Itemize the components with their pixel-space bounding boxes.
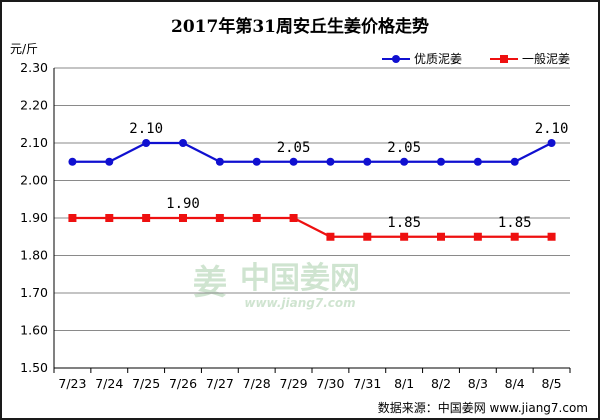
x-tick-label: 8/1 (394, 376, 414, 391)
data-point (142, 214, 151, 222)
series-line (72, 216, 552, 238)
x-tick-label: 7/23 (58, 376, 86, 391)
x-tick-label: 7/30 (316, 376, 344, 391)
x-tick-label: 7/28 (243, 376, 271, 391)
data-point (510, 157, 519, 166)
data-point (473, 232, 482, 241)
x-tick-label: 7/26 (169, 376, 197, 391)
data-point (400, 232, 409, 241)
data-point (252, 157, 261, 166)
series (68, 139, 556, 241)
legend: 优质泥姜 一般泥姜 (382, 51, 570, 66)
y-tick-label: 1.80 (20, 248, 48, 263)
data-point (215, 157, 224, 166)
data-point (105, 214, 114, 222)
data-label: 1.85 (498, 215, 532, 231)
y-tick-label: 2.00 (20, 173, 48, 188)
data-labels: 2.10 2.05 2.05 2.10 1.90 1.85 1.85 (129, 121, 568, 231)
data-label: 2.05 (277, 140, 311, 156)
data-point (215, 214, 224, 222)
x-tick-label: 7/31 (353, 376, 381, 391)
watermark-logo-glyph: 姜 (193, 263, 227, 303)
watermark-sub-text: www.jiang7.com (244, 296, 355, 310)
x-tick-label: 7/29 (280, 376, 308, 391)
data-point (289, 214, 298, 222)
x-tick-label: 8/4 (505, 376, 525, 391)
data-point (289, 157, 298, 166)
data-point (252, 214, 261, 222)
series-line (72, 141, 553, 163)
y-tick-label: 1.60 (20, 323, 48, 338)
watermark-main-text: 中国姜网 (240, 261, 360, 296)
y-tick-label: 1.70 (20, 285, 48, 300)
y-tick-label: 1.90 (20, 210, 48, 225)
data-label: 2.10 (535, 121, 569, 137)
y-tick-label: 2.20 (20, 98, 48, 113)
y-tick-label: 1.50 (20, 360, 48, 375)
axes: 1.50 1.60 1.70 1.80 1.90 2.00 2.10 2.20 2.30 7/23… (20, 60, 571, 391)
data-point (473, 157, 482, 166)
data-point (68, 157, 77, 166)
y-tick-label: 2.10 (20, 135, 48, 150)
data-label: 1.85 (387, 215, 421, 231)
data-point (547, 139, 556, 147)
chart-title: 2017年第31周安丘生姜价格走势 (171, 16, 429, 37)
x-tick-label: 8/2 (431, 376, 451, 391)
data-point (363, 157, 372, 166)
data-point (105, 157, 114, 166)
legend-marker (500, 55, 508, 63)
data-point (547, 232, 556, 241)
x-tick-label: 8/5 (542, 376, 562, 391)
data-point (68, 214, 77, 222)
data-point (326, 232, 335, 241)
data-point (437, 232, 445, 241)
data-label: 2.05 (387, 140, 421, 156)
x-tick-label: 7/25 (132, 376, 160, 391)
data-point (437, 157, 445, 166)
source-note: 数据来源：中国姜网 www.jiang7.com (378, 400, 588, 415)
data-point (142, 139, 151, 147)
y-tick-label: 2.30 (20, 60, 48, 75)
legend-marker (392, 55, 400, 63)
data-point (179, 139, 187, 147)
y-axis-unit-label: 元/斤 (10, 42, 38, 56)
data-point (326, 157, 335, 166)
data-point (179, 214, 187, 222)
watermark: 姜 中国姜网 www.jiang7.com (193, 261, 360, 310)
legend-label: 一般泥姜 (522, 51, 570, 66)
x-tick-label: 8/3 (468, 376, 488, 391)
data-point (510, 232, 519, 241)
x-tick-label: 7/27 (206, 376, 234, 391)
legend-label: 优质泥姜 (414, 52, 462, 66)
data-label: 1.90 (166, 196, 200, 212)
data-point (400, 157, 409, 166)
data-point (363, 232, 372, 241)
data-label: 2.10 (129, 121, 163, 137)
x-tick-label: 7/24 (95, 376, 123, 391)
